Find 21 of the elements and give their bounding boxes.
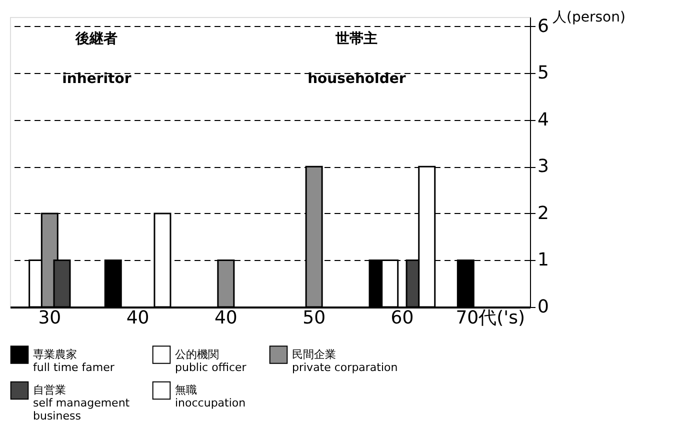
legend-label: 自営業 self management business (33, 384, 130, 422)
legend-label: 民間企業 private corparation (292, 348, 398, 374)
x-tick-label: 50 (302, 308, 326, 328)
y-tick-label: 2 (538, 202, 549, 224)
y-tick-label: 6 (538, 16, 549, 37)
y-tick-label: 1 (538, 250, 549, 271)
y-tick-label: 5 (538, 62, 549, 84)
x-tick-label: 60 (390, 308, 414, 328)
y-tick-label: 0 (538, 296, 549, 318)
text: 後継者 inheritor (62, 31, 132, 87)
y-axis-title: 人(person) (552, 10, 626, 26)
x-tick-label: 40 (126, 308, 150, 328)
x-tick-label: 40 (214, 308, 238, 328)
legend-label: 専業農家 full time famer (33, 348, 115, 374)
y-tick-label: 3 (538, 156, 549, 178)
x-tick-label: 30 (38, 308, 62, 328)
legend-label: 公的機関 public officer (175, 348, 247, 374)
x-tick-label: 70代('s) (456, 308, 525, 328)
text: 世帯主 householder (308, 31, 406, 87)
legend-label: 無職 inoccupation (175, 384, 246, 410)
y-tick-label: 4 (538, 109, 549, 130)
